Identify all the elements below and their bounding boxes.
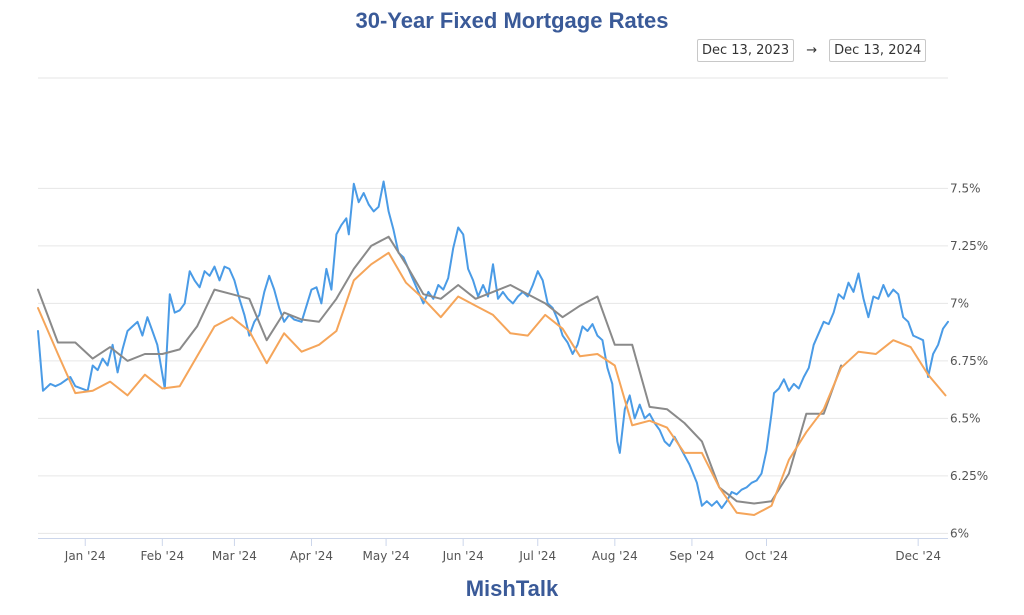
chart-title: 30-Year Fixed Mortgage Rates [355, 8, 669, 33]
y-tick-label: 6.75% [950, 354, 988, 368]
y-tick-label: 6% [950, 526, 969, 540]
x-tick-label: Jul '24 [518, 549, 556, 563]
x-axis: Jan '24 Feb '24 Mar '24 Apr '24 May '24 Jun '… [38, 538, 948, 563]
series-line-weekly-orange [37, 251, 947, 516]
x-tick-label: Mar '24 [212, 549, 257, 563]
y-tick-label: 6.5% [950, 411, 981, 425]
x-tick-label: Aug '24 [592, 549, 638, 563]
x-tick-label: Feb '24 [140, 549, 184, 563]
y-tick-label: 7.5% [950, 181, 981, 195]
range-arrow-icon: → [806, 42, 818, 58]
x-tick-label: Jan '24 [64, 549, 106, 563]
y-tick-label: 7% [950, 296, 969, 310]
series-line-daily [37, 180, 949, 510]
date-range: Dec 13, 2023 → Dec 13, 2024 [697, 36, 927, 64]
footer-brand: MishTalk [465, 576, 559, 601]
range-end-input[interactable]: Dec 13, 2024 [829, 38, 927, 62]
grid-lines [38, 77, 948, 534]
x-tick-label: Oct '24 [745, 549, 788, 563]
y-tick-label: 7.25% [950, 239, 988, 253]
series-line-weekly-gray [37, 235, 843, 505]
range-start-input[interactable]: Dec 13, 2023 [697, 38, 795, 62]
y-tick-label: 6.25% [950, 469, 988, 483]
y-axis: 6% 6.25% 6.5% 6.75% 7% 7.25% 7.5% [950, 181, 988, 540]
x-tick-label: Sep '24 [669, 549, 714, 563]
x-tick-label: May '24 [362, 549, 409, 563]
x-tick-label: Dec '24 [895, 549, 941, 563]
x-tick-label: Jun '24 [442, 549, 484, 563]
series-lines [37, 180, 949, 516]
x-tick-label: Apr '24 [290, 549, 333, 563]
